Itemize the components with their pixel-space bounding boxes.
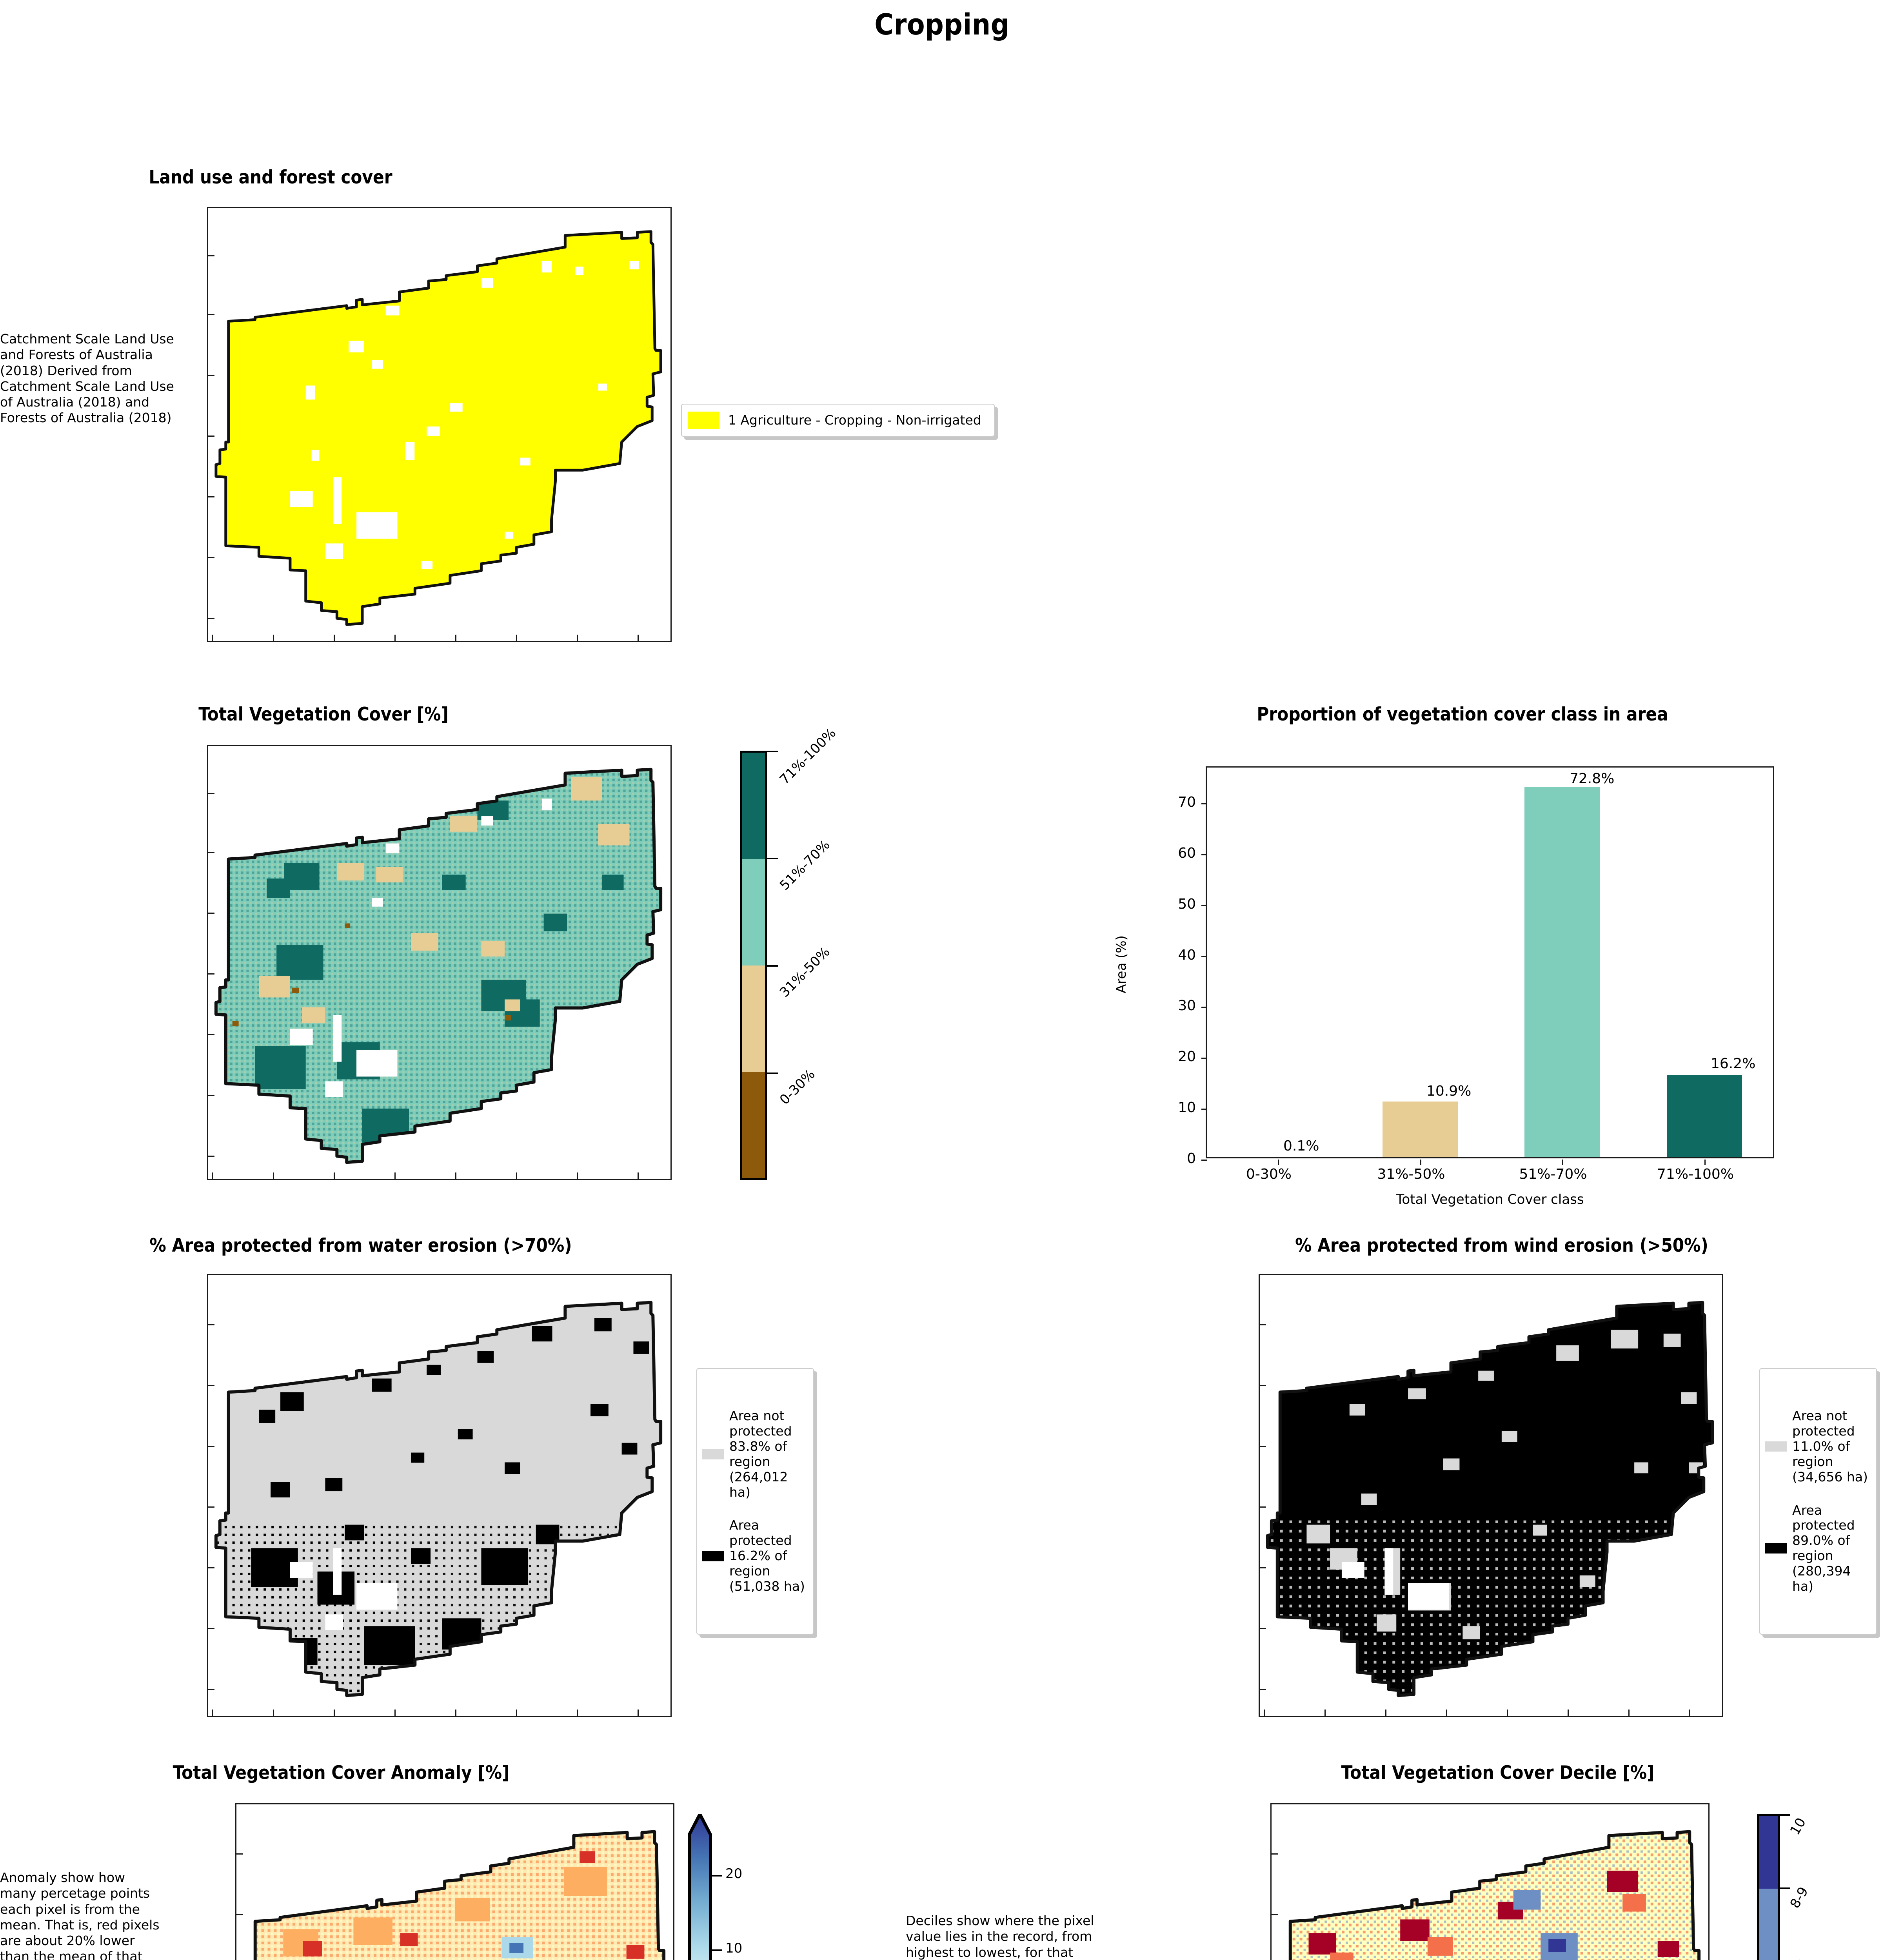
xtick-label-51-70: 51%-70%: [1519, 1166, 1587, 1182]
vegcover-colorbar-seg-51-70: [742, 859, 765, 965]
ytick-label-30: 30: [1178, 998, 1196, 1014]
bar-value-71-100: 16.2%: [1711, 1056, 1756, 1072]
vegcover-colorbar-seg-71-100: [742, 753, 765, 859]
anomaly-map-polygon: [243, 1830, 666, 1960]
water-erosion-map-polygon: [214, 1301, 663, 1697]
landuse-legend-swatch: [688, 412, 719, 429]
wind-erosion-legend-swatch-protected: [1765, 1543, 1787, 1554]
decile-explanation-note: Deciles show where the pixel value lies …: [906, 1913, 1094, 1960]
wind-erosion-map[interactable]: [1259, 1274, 1723, 1717]
decile-panel-title: Total Vegetation Cover Decile [%]: [1341, 1762, 1655, 1784]
ytick-label-70: 70: [1178, 794, 1196, 810]
decile-colorbar[interactable]: [1757, 1814, 1780, 1960]
vegcover-panel-title: Total Vegetation Cover [%]: [198, 704, 449, 725]
landuse-legend-label: 1 Agriculture - Cropping - Non-irrigated: [728, 412, 981, 428]
ytick-label-40: 40: [1178, 947, 1196, 963]
bar-value-0-30: 0.1%: [1283, 1138, 1319, 1154]
decile-map[interactable]: [1270, 1803, 1710, 1960]
bar-value-51-70: 72.8%: [1570, 771, 1615, 787]
anomaly-explanation-note: Anomaly show how many percetage points e…: [0, 1870, 160, 1960]
page-title: Cropping: [874, 8, 1010, 42]
wind-erosion-legend-label-protected: Area protected 89.0% of region (280,394 …: [1792, 1502, 1855, 1594]
anomaly-colorbar-label-10: 10: [725, 1940, 743, 1956]
vegcover-colorbar-label-51-70: 51%-70%: [776, 837, 833, 894]
anomaly-colorbar[interactable]: [688, 1814, 712, 1960]
landuse-map-polygon: [214, 230, 662, 626]
water-erosion-map[interactable]: [207, 1274, 672, 1717]
wind-erosion-map-polygon: [1266, 1301, 1714, 1697]
ytick-label-10: 10: [1178, 1100, 1196, 1116]
ytick-label-0: 0: [1187, 1151, 1196, 1167]
vegcover-colorbar-label-31-50: 31%-50%: [776, 944, 833, 1001]
anomaly-panel-title: Total Vegetation Cover Anomaly [%]: [173, 1762, 510, 1784]
water-erosion-legend-swatch-not-protected: [702, 1449, 724, 1459]
xtick-label-0-30: 0-30%: [1246, 1166, 1292, 1182]
wind-erosion-panel-title: % Area protected from wind erosion (>50%…: [1295, 1235, 1708, 1256]
xtick-label-71-100: 71%-100%: [1657, 1166, 1734, 1182]
bar-51-70[interactable]: [1524, 786, 1600, 1157]
water-erosion-legend[interactable]: Area not protected 83.8% of region (264,…: [696, 1368, 814, 1635]
xtick-label-31-50: 31%-50%: [1377, 1166, 1445, 1182]
proportion-bar-chart[interactable]: 0.1% 10.9% 72.8% 16.2%: [1201, 766, 1774, 1165]
ytick-label-20: 20: [1178, 1049, 1196, 1065]
bar-71-100[interactable]: [1667, 1074, 1742, 1157]
vegcover-colorbar-ticks: [767, 751, 778, 1180]
decile-colorbar-label-8-9: 8-9: [1787, 1884, 1812, 1911]
decile-colorbar-seg-8-9: [1759, 1889, 1778, 1960]
decile-colorbar-label-4-7: 4-7: [1787, 1958, 1811, 1960]
vegcover-colorbar-seg-0-30: [742, 1071, 765, 1178]
anomaly-map[interactable]: [235, 1803, 674, 1960]
chart-y-axis-label: Area (%): [1114, 935, 1129, 993]
vegcover-map[interactable]: [207, 745, 672, 1180]
vegcover-colorbar[interactable]: [740, 751, 767, 1180]
decile-map-polygon: [1279, 1830, 1701, 1960]
wind-erosion-legend[interactable]: Area not protected 11.0% of region (34,6…: [1759, 1368, 1877, 1635]
water-erosion-panel-title: % Area protected from water erosion (>70…: [149, 1235, 572, 1256]
ytick-label-50: 50: [1178, 896, 1196, 912]
vegcover-colorbar-label-71-100: 71%-100%: [776, 725, 839, 788]
vegcover-colorbar-seg-31-50: [742, 965, 765, 1072]
landuse-source-note: Catchment Scale Land Use and Forests of …: [0, 331, 174, 426]
landuse-panel-title: Land use and forest cover: [149, 167, 392, 188]
decile-colorbar-label-10: 10: [1787, 1815, 1809, 1838]
chart-x-axis-label: Total Vegetation Cover class: [1396, 1192, 1584, 1207]
landuse-legend[interactable]: 1 Agriculture - Cropping - Non-irrigated: [681, 404, 995, 437]
proportion-chart-title: Proportion of vegetation cover class in …: [1257, 704, 1668, 725]
vegcover-map-polygon: [214, 768, 663, 1164]
water-erosion-legend-label-protected: Area protected 16.2% of region (51,038 h…: [729, 1517, 805, 1594]
landuse-map[interactable]: [207, 207, 672, 642]
bar-31-50[interactable]: [1383, 1102, 1458, 1157]
anomaly-colorbar-label-20: 20: [725, 1866, 743, 1882]
bar-value-31-50: 10.9%: [1426, 1083, 1472, 1099]
ytick-label-60: 60: [1178, 845, 1196, 861]
decile-colorbar-seg-10: [1759, 1816, 1778, 1889]
water-erosion-legend-label-not-protected: Area not protected 83.8% of region (264,…: [729, 1408, 792, 1500]
vegcover-colorbar-label-0-30: 0-30%: [776, 1066, 818, 1108]
wind-erosion-legend-swatch-not-protected: [1765, 1441, 1787, 1452]
wind-erosion-legend-label-not-protected: Area not protected 11.0% of region (34,6…: [1792, 1408, 1868, 1485]
water-erosion-legend-swatch-protected: [702, 1551, 724, 1561]
